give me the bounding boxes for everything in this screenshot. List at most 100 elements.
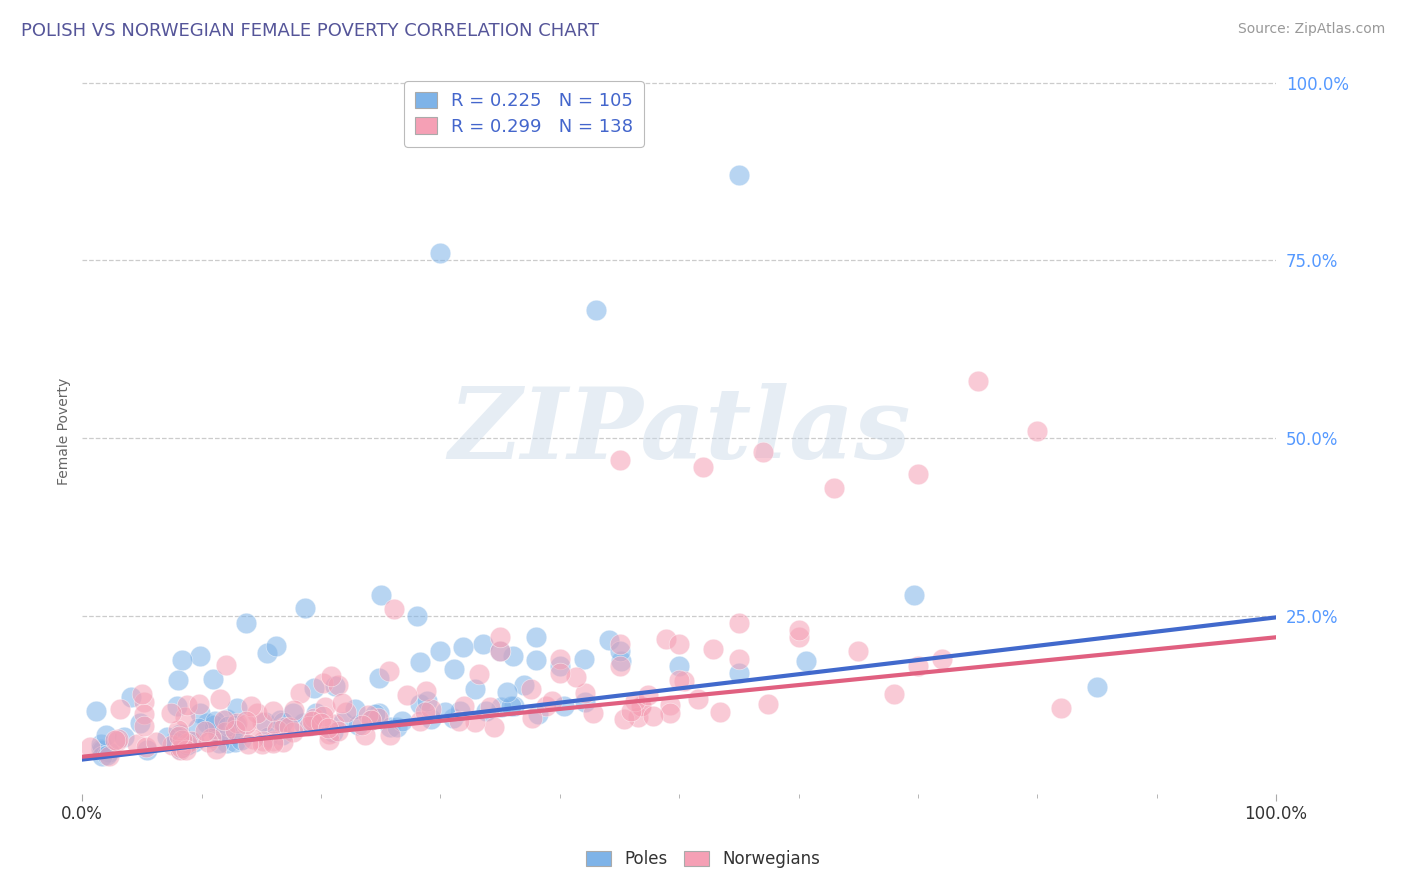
Point [135,742,157,756]
Point [224,723,246,738]
Point [314,699,336,714]
Point [131,688,153,702]
Point [187,722,209,736]
Point [883,687,905,701]
Point [326,723,349,738]
Point [169,729,191,743]
Point [472,637,495,651]
Point [132,695,155,709]
Point [475,704,498,718]
Point [409,714,432,728]
Point [453,699,475,714]
Point [217,712,239,726]
Point [212,713,235,727]
Point [323,716,346,731]
Point [180,733,202,747]
Y-axis label: Female Poverty: Female Poverty [58,377,72,484]
Point [302,711,325,725]
Point [90,738,112,752]
Point [627,709,650,723]
Point [464,682,486,697]
Point [156,730,179,744]
Point [752,445,775,459]
Point [429,246,451,260]
Point [415,683,437,698]
Point [619,704,641,718]
Point [548,651,571,665]
Point [301,714,323,728]
Point [408,698,430,712]
Point [105,734,128,748]
Point [271,728,294,742]
Point [170,741,193,756]
Point [135,739,157,754]
Point [582,706,605,720]
Point [238,737,260,751]
Point [169,741,191,756]
Point [787,630,810,644]
Point [756,697,779,711]
Point [524,653,547,667]
Point [489,644,512,658]
Point [637,688,659,702]
Point [225,718,247,732]
Point [441,711,464,725]
Point [668,637,690,651]
Point [419,702,441,716]
Point [294,601,316,615]
Point [659,706,682,720]
Point [350,718,373,732]
Point [200,731,222,746]
Point [172,733,194,747]
Point [370,588,392,602]
Point [478,700,501,714]
Point [90,742,112,756]
Point [112,730,135,744]
Point [377,664,399,678]
Point [520,682,543,697]
Point [104,732,127,747]
Point [132,719,155,733]
Point [332,715,354,730]
Point [382,602,405,616]
Point [302,717,325,731]
Point [165,735,187,749]
Point [613,712,636,726]
Point [225,715,247,730]
Point [252,734,274,748]
Point [166,723,188,738]
Point [367,671,389,685]
Point [1050,701,1073,715]
Point [264,639,287,653]
Point [262,734,284,748]
Point [433,705,456,719]
Point [668,658,690,673]
Point [609,637,631,651]
Point [318,727,340,741]
Point [502,648,524,663]
Point [188,648,211,663]
Point [415,694,437,708]
Point [309,716,332,731]
Point [659,698,682,712]
Point [609,452,631,467]
Point [266,723,288,738]
Point [524,630,547,644]
Point [195,715,218,730]
Point [553,699,575,714]
Point [176,736,198,750]
Point [160,706,183,720]
Point [204,714,226,729]
Point [311,676,333,690]
Point [503,699,526,714]
Point [686,692,709,706]
Point [90,748,112,763]
Point [702,642,724,657]
Point [609,654,631,668]
Point [170,653,193,667]
Point [240,699,263,714]
Point [931,652,953,666]
Point [907,658,929,673]
Point [357,708,380,723]
Point [364,706,387,721]
